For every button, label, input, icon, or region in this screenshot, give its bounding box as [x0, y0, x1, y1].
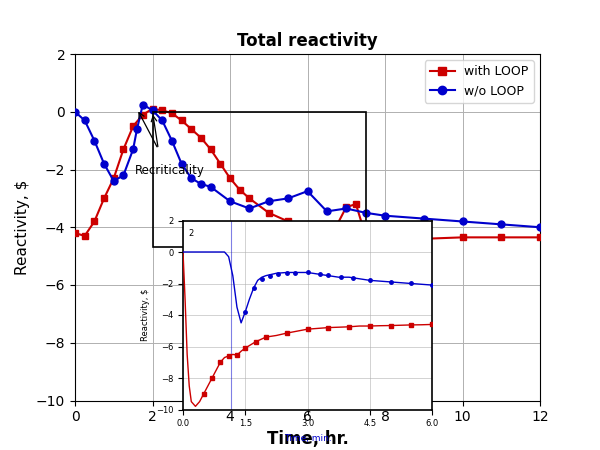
w/o LOOP — [304, 189, 311, 194]
w/o LOOP — [110, 178, 118, 184]
with LOOP — [197, 135, 205, 140]
with LOOP — [459, 234, 466, 240]
with LOOP — [168, 111, 175, 116]
w/o LOOP — [382, 213, 389, 218]
with LOOP — [207, 147, 214, 152]
Text: Recriticality: Recriticality — [135, 164, 205, 177]
w/o LOOP — [71, 109, 79, 114]
w/o LOOP — [91, 138, 98, 143]
Line: with LOOP: with LOOP — [71, 105, 544, 248]
with LOOP — [81, 233, 88, 238]
with LOOP — [226, 176, 233, 181]
with LOOP — [323, 242, 331, 248]
w/o LOOP — [197, 181, 205, 187]
w/o LOOP — [178, 161, 185, 166]
w/o LOOP — [207, 184, 214, 189]
X-axis label: Time, hr.: Time, hr. — [266, 430, 349, 448]
Line: w/o LOOP: w/o LOOP — [71, 101, 544, 231]
w/o LOOP — [133, 126, 140, 132]
w/o LOOP — [130, 147, 137, 152]
with LOOP — [343, 204, 350, 210]
w/o LOOP — [246, 206, 253, 211]
with LOOP — [130, 123, 137, 129]
with LOOP — [188, 126, 195, 132]
Title: Total reactivity: Total reactivity — [237, 32, 378, 50]
with LOOP — [284, 219, 292, 224]
w/o LOOP — [226, 198, 233, 204]
with LOOP — [178, 118, 185, 123]
Y-axis label: Reactivity, $: Reactivity, $ — [141, 289, 150, 341]
with LOOP — [217, 161, 224, 166]
with LOOP — [536, 234, 544, 240]
Legend: with LOOP, w/o LOOP: with LOOP, w/o LOOP — [425, 60, 534, 103]
with LOOP — [362, 233, 369, 238]
w/o LOOP — [168, 138, 175, 143]
with LOOP — [265, 210, 272, 216]
w/o LOOP — [139, 102, 146, 107]
with LOOP — [120, 147, 127, 152]
with LOOP — [420, 236, 427, 242]
Y-axis label: Reactivity, $: Reactivity, $ — [16, 180, 31, 275]
w/o LOOP — [459, 219, 466, 224]
w/o LOOP — [420, 216, 427, 221]
w/o LOOP — [536, 225, 544, 230]
w/o LOOP — [149, 108, 156, 113]
with LOOP — [91, 219, 98, 224]
w/o LOOP — [284, 196, 292, 201]
w/o LOOP — [343, 206, 350, 211]
Bar — [152, 112, 365, 248]
with LOOP — [139, 112, 146, 117]
with LOOP — [149, 106, 156, 112]
with LOOP — [158, 108, 166, 113]
w/o LOOP — [81, 118, 88, 123]
w/o LOOP — [188, 176, 195, 181]
with LOOP — [100, 196, 107, 201]
w/o LOOP — [323, 209, 331, 214]
with LOOP — [71, 230, 79, 236]
X-axis label: Time, min.: Time, min. — [284, 434, 331, 443]
w/o LOOP — [100, 161, 107, 166]
w/o LOOP — [120, 172, 127, 178]
Text: 2: 2 — [188, 229, 193, 238]
with LOOP — [246, 196, 253, 201]
with LOOP — [352, 202, 359, 207]
w/o LOOP — [265, 198, 272, 204]
with LOOP — [110, 176, 118, 181]
with LOOP — [382, 236, 389, 242]
with LOOP — [304, 227, 311, 233]
w/o LOOP — [497, 222, 505, 227]
with LOOP — [236, 187, 243, 193]
with LOOP — [497, 234, 505, 240]
w/o LOOP — [158, 118, 166, 123]
w/o LOOP — [362, 210, 369, 216]
